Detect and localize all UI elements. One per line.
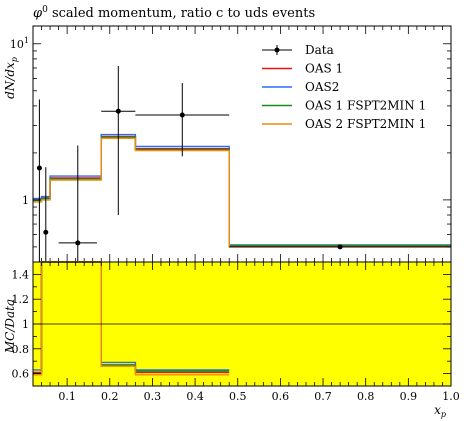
ratio-y-tick-label: 0.6: [12, 368, 30, 381]
ratio-y-tick-label: 1.2: [12, 293, 30, 306]
legend-label: OAS 1 FSPT2MIN 1: [305, 99, 426, 113]
data-point: [36, 99, 42, 262]
ratio-y-tick-label: 1: [22, 318, 29, 331]
legend: Data OAS 1 OAS2 OAS 1 FSPT2MIN 1 OAS 2 FSPT2…: [262, 43, 426, 131]
x-tick-label: 0.6: [272, 390, 290, 403]
title-superscript: 0: [42, 5, 48, 15]
main-y-ticks: 101 1: [10, 36, 451, 263]
x-tick-label: 0.2: [101, 390, 119, 403]
legend-marker: [274, 47, 280, 53]
series-line-oas2: [33, 133, 451, 247]
x-label-sub: p: [441, 410, 446, 419]
data-point: [43, 167, 49, 262]
main-series-layer: [33, 133, 451, 248]
x-tick-label: 0.1: [58, 390, 76, 403]
y-tick-label: 101: [10, 36, 29, 51]
series-line-oas-2-fspt2min-1: [33, 137, 451, 248]
main-frame: [32, 25, 452, 263]
ratio-y-ticks: 0.6 0.8 1 1.2 1.4: [12, 261, 451, 387]
legend-label: OAS 1: [305, 62, 343, 76]
legend-item: OAS 2 FSPT2MIN 1: [262, 117, 426, 131]
x-tick-label: 0.9: [400, 390, 418, 403]
x-tick-label: 0.8: [357, 390, 375, 403]
data-marker: [337, 244, 343, 250]
ratio-y-tick-label: 0.8: [12, 343, 30, 356]
main-y-label-prefix: dN/d: [3, 69, 17, 99]
data-marker: [36, 165, 42, 171]
data-point: [101, 66, 136, 216]
x-tick-label: 1.0: [442, 390, 460, 403]
x-tick-label: 0.3: [144, 390, 162, 403]
data-marker: [115, 108, 121, 114]
legend-item: OAS 1: [262, 62, 343, 76]
series-line-oas-1-fspt2min-1: [33, 136, 451, 246]
data-point: [229, 244, 451, 250]
main-panel: 101 1 dN/dxp Data OAS 1 OAS2 OAS 1 FSPT2MIN …: [3, 25, 452, 263]
data-marker: [179, 112, 185, 118]
ratio-frame: [32, 261, 452, 387]
legend-label: OAS2: [305, 80, 339, 94]
legend-item: OAS 1 FSPT2MIN 1: [262, 99, 426, 113]
ratio-y-tick-label: 1.4: [12, 268, 30, 281]
legend-item: Data: [262, 43, 334, 57]
main-y-label: dN/dxp: [3, 57, 19, 99]
title-text: scaled momentum, ratio c to uds events: [48, 6, 315, 21]
ratio-panel: 0.60.811.21.4 0.1 0.2 0.3 0.4 0.5 0.6 0.7 0.8 0.…: [3, 261, 460, 419]
legend-label: OAS 2 FSPT2MIN 1: [305, 117, 426, 131]
ratio-y-label: MC/Data: [3, 299, 17, 354]
main-y-label-sub: p: [10, 57, 19, 62]
ratio-x-ticks: 0.1 0.2 0.3 0.4 0.5 0.6 0.7 0.8 0.9 1.0: [32, 262, 460, 403]
legend-item: OAS2: [262, 80, 339, 94]
data-point: [58, 145, 97, 262]
ratio-x-label: xp: [434, 403, 446, 419]
data-point: [135, 83, 230, 157]
main-x-ticks: [32, 26, 452, 262]
data-marker: [43, 229, 49, 235]
y-tick-label: 1: [22, 194, 29, 207]
main-y-label-var: x: [3, 62, 17, 69]
x-tick-label: 0.4: [186, 390, 204, 403]
x-tick-label: 0.7: [314, 390, 332, 403]
x-tick-label: 0.5: [229, 390, 247, 403]
data-marker: [75, 240, 81, 246]
x-label-var: x: [434, 403, 441, 417]
chart-title: φ0 scaled momentum, ratio c to uds event…: [33, 5, 315, 21]
series-line-oas-1: [33, 135, 451, 247]
title-phi-symbol: φ: [33, 6, 43, 21]
legend-label: Data: [305, 43, 334, 57]
data-points-layer: [36, 66, 451, 262]
